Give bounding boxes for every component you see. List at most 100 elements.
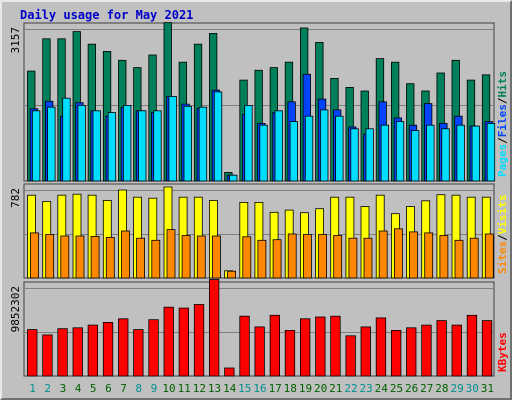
day-label-2: 2	[44, 382, 51, 395]
bar-pages-day-20: Pages day 20: 1476	[320, 109, 329, 182]
day-label-31: 31	[481, 382, 494, 395]
bar-pages-day-11: Pages day 11: 1552	[183, 105, 192, 182]
bar-pages-day-14: Pages day 14: 120	[229, 174, 238, 182]
bar-kbytes-day-3: KBytes day 3: 5300000	[57, 328, 68, 377]
bar-kbytes-day-24: KBytes day 24: 6500000	[375, 317, 387, 377]
bar-sites-day-23: Sites day 23: 354	[363, 237, 373, 279]
panel-visits-sites: Visits day 1: 736Visits day 2: 681Visits…	[9, 183, 509, 279]
bar-pages-day-24: Pages day 24: 1159	[380, 124, 390, 182]
bar-kbytes-day-6: KBytes day 6: 6000000	[102, 321, 114, 377]
bar-kbytes-day-31: KBytes day 31: 6200000	[481, 320, 493, 377]
day-label-25: 25	[390, 382, 403, 395]
bar-kbytes-day-9: KBytes day 9: 6300000	[148, 319, 159, 377]
bar-sites-day-21: Sites day 21: 378	[333, 235, 343, 279]
bar-kbytes-day-4: KBytes day 4: 5400000	[72, 327, 83, 377]
bar-pages-day-29: Pages day 29: 1159	[456, 124, 465, 182]
day-label-14: 14	[223, 382, 237, 395]
bar-kbytes-day-23: KBytes day 23: 5500000	[360, 326, 371, 377]
bar-sites-day-15: Sites day 15: 366	[242, 236, 252, 279]
legend-item-hits-files-pages-1: /	[496, 137, 509, 144]
bar-pages-day-4: Pages day 4: 1570	[77, 105, 86, 182]
bar-kbytes-day-20: KBytes day 20: 6600000	[315, 316, 326, 377]
bar-sites-day-2: Sites day 2: 387	[45, 234, 55, 279]
bar-sites-day-10: Sites day 10: 430	[166, 229, 176, 279]
bar-kbytes-day-13: KBytes day 13: 10800000	[208, 279, 220, 377]
day-label-6: 6	[105, 382, 112, 395]
bar-kbytes-day-14: KBytes day 14: 900000	[224, 367, 235, 377]
day-label-3: 3	[60, 382, 67, 395]
legend-visits-sites: Sites/Visits	[496, 195, 509, 275]
bar-kbytes-day-27: KBytes day 27: 5700000	[421, 324, 432, 377]
day-label-27: 27	[420, 382, 433, 395]
day-label-15: 15	[238, 382, 251, 395]
ymax-label-kbytes: 9852302	[9, 286, 22, 332]
day-label-29: 29	[450, 382, 463, 395]
bar-kbytes-day-16: KBytes day 16: 5500000	[254, 326, 265, 377]
bar-sites-day-18: Sites day 18: 391	[287, 233, 297, 279]
bar-pages-day-7: Pages day 7: 1570	[123, 105, 132, 182]
bar-sites-day-12: Sites day 12: 373	[196, 235, 206, 279]
legend-item-visits-sites-0: Sites	[496, 241, 509, 274]
bar-sites-day-26: Sites day 26: 410	[409, 231, 418, 279]
bar-sites-day-20: Sites day 20: 387	[318, 234, 328, 279]
bar-sites-day-19: Sites day 19: 387	[302, 234, 312, 279]
bar-pages-day-21: Pages day 21: 1346	[335, 115, 344, 182]
legend-item-hits-files-pages-3: /	[496, 97, 509, 104]
day-label-1: 1	[29, 382, 36, 395]
day-label-10: 10	[162, 382, 175, 395]
day-label-21: 21	[329, 382, 342, 395]
bar-pages-day-8: Pages day 8: 1458	[138, 110, 147, 182]
day-label-28: 28	[435, 382, 448, 395]
day-label-18: 18	[284, 382, 297, 395]
bar-sites-day-29: Sites day 29: 335	[454, 239, 464, 279]
bar-sites-day-11: Sites day 11: 378	[181, 235, 191, 279]
day-label-26: 26	[405, 382, 418, 395]
bar-pages-day-12: Pages day 12: 1533	[198, 106, 208, 182]
legend-item-hits-files-pages-2: Files	[496, 104, 509, 137]
bar-pages-day-26: Pages day 26: 1047	[410, 130, 420, 182]
day-label-8: 8	[135, 382, 142, 395]
day-label-5: 5	[90, 382, 97, 395]
bar-kbytes-day-10: KBytes day 10: 7700000	[163, 306, 174, 377]
bar-sites-day-28: Sites day 28: 378	[439, 235, 449, 279]
day-label-30: 30	[466, 382, 479, 395]
day-label-9: 9	[151, 382, 158, 395]
bar-kbytes-day-12: KBytes day 12: 8000000	[193, 304, 205, 377]
bar-kbytes-day-26: KBytes day 26: 5400000	[406, 327, 417, 377]
legend-kbytes: KBytes	[496, 332, 509, 372]
bar-sites-day-4: Sites day 4: 373	[75, 235, 85, 279]
day-label-20: 20	[314, 382, 327, 395]
bar-pages-day-19: Pages day 19: 1346	[304, 115, 314, 182]
bar-kbytes-day-25: KBytes day 25: 5100000	[390, 329, 402, 377]
day-label-7: 7	[120, 382, 127, 395]
bar-sites-day-16: Sites day 16: 335	[257, 239, 267, 279]
day-label-17: 17	[269, 382, 282, 395]
bar-sites-day-30: Sites day 30: 354	[469, 237, 479, 279]
bar-pages-day-1: Pages day 1: 1458	[31, 110, 41, 182]
bar-kbytes-day-5: KBytes day 5: 5700000	[87, 324, 98, 377]
legend-item-visits-sites-2: Visits	[496, 195, 509, 235]
day-label-22: 22	[344, 382, 357, 395]
bar-pages-day-5: Pages day 5: 1458	[92, 110, 101, 182]
bar-kbytes-day-7: KBytes day 7: 6400000	[118, 318, 129, 377]
legend-item-hits-files-pages-4: Hits	[496, 71, 509, 98]
bar-sites-day-13: Sites day 13: 373	[211, 235, 221, 279]
bar-pages-day-9: Pages day 9: 1458	[153, 110, 162, 182]
bar-sites-day-25: Sites day 25: 437	[393, 228, 403, 279]
day-label-23: 23	[359, 382, 372, 395]
bar-sites-day-31: Sites day 31: 391	[484, 233, 494, 279]
bar-sites-day-1: Sites day 1: 401	[30, 232, 39, 279]
bar-sites-day-7: Sites day 7: 418	[121, 230, 130, 279]
bar-kbytes-day-28: KBytes day 28: 6200000	[436, 320, 447, 377]
bar-pages-day-3: Pages day 3: 1720	[62, 97, 71, 182]
bar-kbytes-day-19: KBytes day 19: 6400000	[299, 318, 311, 377]
bar-pages-day-22: Pages day 22: 1084	[350, 128, 359, 182]
ymax-label-visits-sites: 782	[9, 188, 22, 208]
day-label-4: 4	[75, 382, 82, 395]
bar-pages-day-28: Pages day 28: 1084	[441, 128, 450, 182]
bar-sites-day-5: Sites day 5: 370	[90, 235, 100, 279]
bar-pages-day-2: Pages day 2: 1533	[47, 106, 56, 182]
day-label-12: 12	[193, 382, 206, 395]
